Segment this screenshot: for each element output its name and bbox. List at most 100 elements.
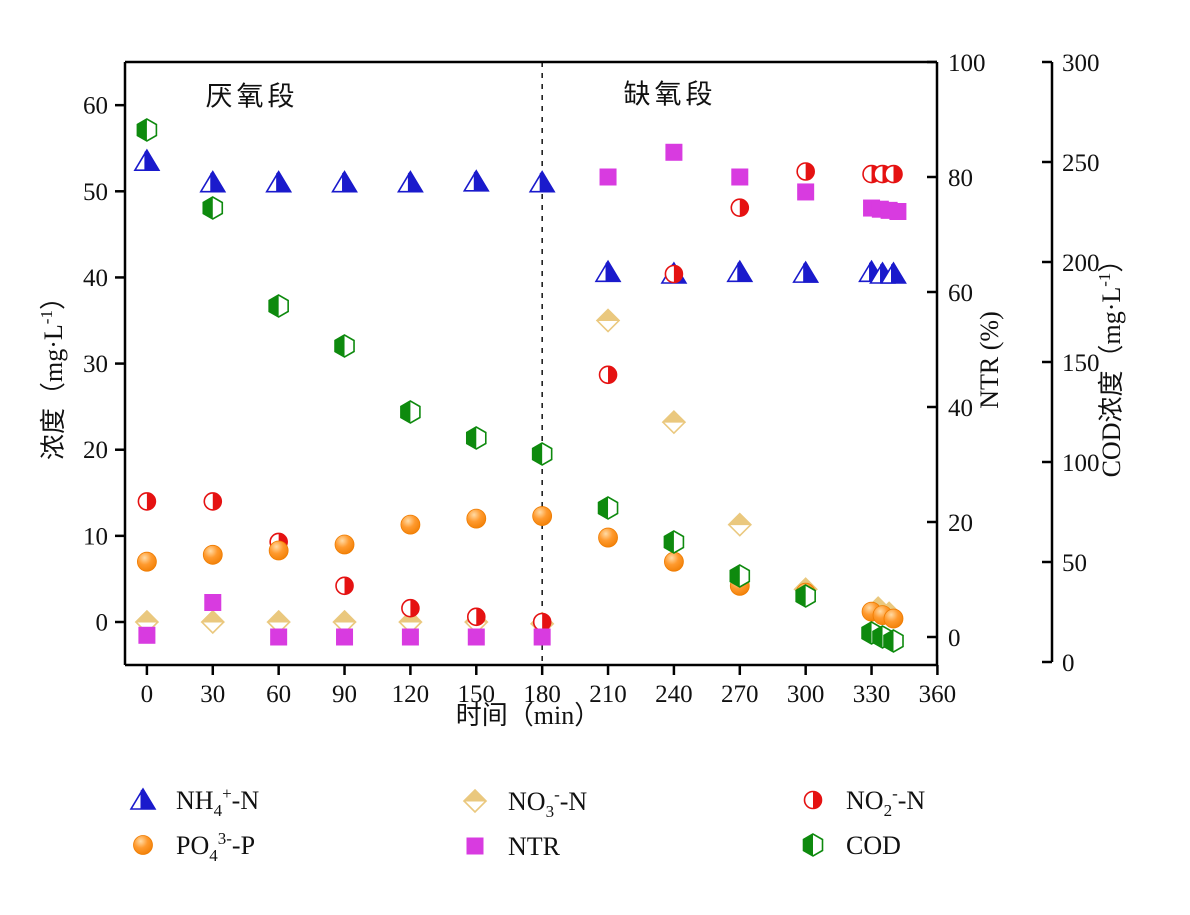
no2-point <box>664 264 684 284</box>
x-tick-label: 0 <box>141 681 154 708</box>
cod-point <box>268 294 289 318</box>
no2-point <box>203 492 223 511</box>
no3-point <box>398 609 423 635</box>
no2-point <box>532 612 552 632</box>
x-tick-label: 180 <box>523 681 561 708</box>
ntr-point <box>138 626 156 644</box>
no2-point <box>137 492 157 511</box>
x-tick-label: 90 <box>332 681 357 708</box>
no3-legend-label: NO3--N <box>508 785 587 821</box>
cod-point <box>795 584 816 608</box>
x-tick-label: 360 <box>919 681 957 708</box>
legend-item-ntr: NTR <box>466 832 561 861</box>
x-tick-label: 120 <box>392 681 430 708</box>
no3-point <box>661 410 687 435</box>
no3-point <box>332 609 357 635</box>
no2-legend-marker <box>803 790 823 810</box>
cod-point <box>597 496 619 520</box>
no3-point <box>727 512 753 537</box>
y-tick-label: 20 <box>83 437 108 464</box>
nh4-legend-label: NH4+-N <box>176 784 259 820</box>
legend-item-no2: NO2--N <box>803 784 925 820</box>
nh4-point <box>331 170 358 193</box>
ntr-point <box>204 594 222 611</box>
ntr-point <box>797 183 815 201</box>
ntr-legend-label: NTR <box>508 832 561 861</box>
cod-point <box>334 334 355 358</box>
no2-point <box>884 164 903 184</box>
legend-item-po4: PO43--P <box>133 829 255 865</box>
no2-point <box>466 607 486 627</box>
legend-item-no3: NO3--N <box>462 785 587 821</box>
ntr-point <box>665 143 683 161</box>
ntr-tick-label: 60 <box>948 280 973 307</box>
series-po4 <box>136 506 904 629</box>
y-tick-label: 0 <box>96 610 109 637</box>
no2-point <box>796 162 815 181</box>
ntr-point <box>889 203 907 220</box>
nh4-point <box>396 170 424 193</box>
nh4-point <box>265 170 293 193</box>
y-tick-label: 30 <box>83 351 108 378</box>
legend-item-cod: COD <box>802 831 901 860</box>
nh4-point <box>594 259 622 283</box>
y-tick-label: 40 <box>83 265 108 292</box>
x-tick-label: 30 <box>200 681 225 708</box>
legend-item-nh4: NH4+-N <box>129 784 259 820</box>
cod-point <box>531 442 553 466</box>
nh4-point <box>462 169 490 192</box>
ntr-point <box>599 168 617 186</box>
po4-legend-marker <box>133 835 153 855</box>
cod-point <box>202 196 224 220</box>
no2-legend-label: NO2--N <box>846 784 925 820</box>
cod-axis: 0 50 100 150 200 250 300 COD浓度（mg·L-1） <box>1042 50 1126 677</box>
po4-point <box>664 551 684 572</box>
x-tick-label: 240 <box>655 681 693 708</box>
ntr-point <box>336 628 354 646</box>
po4-point <box>598 527 618 548</box>
x-tick-label: 210 <box>589 681 627 708</box>
ntr-point <box>533 628 551 646</box>
series-no2 <box>137 162 903 632</box>
no3-legend-marker <box>462 788 488 814</box>
cod-tick-label: 0 <box>1062 650 1075 677</box>
cod-point <box>400 400 421 424</box>
left-y-axis: 0 10 20 30 40 50 60 浓度（mg·L-1） <box>37 62 127 665</box>
cod-legend-label: COD <box>846 831 901 860</box>
no2-point <box>598 365 618 385</box>
x-axis-title: 时间（min） <box>456 701 600 730</box>
po4-legend-label: PO43--P <box>176 829 255 865</box>
ntr-point <box>467 628 485 646</box>
po4-point <box>883 608 904 629</box>
no2-point <box>730 198 750 217</box>
legend: NH4+-N NO3--N NO2--N PO43--P NTR COD <box>129 784 925 865</box>
no3-point <box>266 609 291 635</box>
series-ntr <box>138 143 907 646</box>
y-tick-label: 60 <box>83 93 108 120</box>
no3-point <box>200 609 225 635</box>
ntr-tick-label: 80 <box>948 165 973 192</box>
cod-point <box>465 426 487 450</box>
cod-point <box>883 629 904 653</box>
x-tick-label: 270 <box>721 681 759 708</box>
cod-legend-marker <box>802 833 824 857</box>
phase-label-anaerobic: 厌氧段 <box>205 81 299 112</box>
cod-tick-label: 200 <box>1062 250 1100 277</box>
ntr-point <box>401 628 419 646</box>
y-tick-label: 10 <box>83 523 108 550</box>
x-tick-label: 150 <box>458 681 496 708</box>
left-axis-title: 浓度（mg·L-1） <box>37 284 68 460</box>
phase-label-anoxic: 缺氧段 <box>623 79 717 110</box>
cod-tick-label: 300 <box>1062 50 1100 77</box>
x-axis: 0 30 60 90 120 150 180 210 240 270 300 330 360 时间（min… <box>125 60 957 730</box>
cod-point <box>136 118 158 142</box>
cod-point <box>663 530 685 554</box>
x-tick-label: 60 <box>266 681 291 708</box>
nh4-point <box>133 148 161 171</box>
nh4-point <box>792 260 820 283</box>
series-cod <box>136 118 904 653</box>
no2-point <box>335 576 354 596</box>
nh4-point <box>726 259 754 283</box>
no2-point <box>401 598 420 618</box>
series-nh4 <box>133 148 907 284</box>
